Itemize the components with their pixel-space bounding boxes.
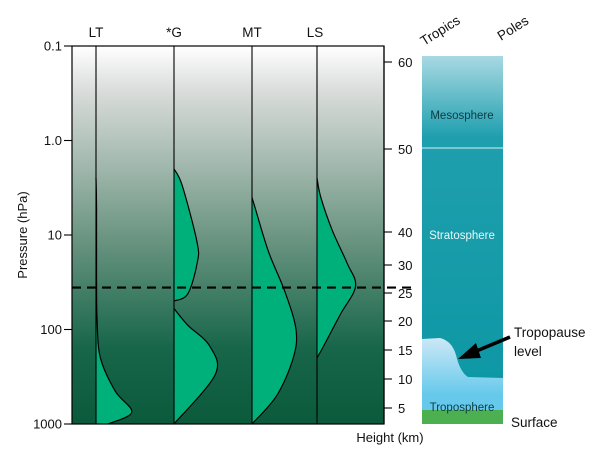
pressure-axis: 0.1 1.0 10 100 1000 xyxy=(33,39,72,432)
pressure-tick-label: 1000 xyxy=(33,417,62,432)
plot-background xyxy=(72,46,384,424)
profile-fill-ls xyxy=(317,178,356,358)
profile-curve-lt xyxy=(95,178,133,424)
height-tick-label: 5 xyxy=(398,401,405,416)
mesosphere-label: Mesosphere xyxy=(430,110,493,122)
series-label-ls: LS xyxy=(307,25,324,40)
troposphere-label: Troposphere xyxy=(430,402,495,414)
pressure-tick-label: 1.0 xyxy=(44,133,62,148)
surface-band xyxy=(422,410,503,424)
tropopause-region xyxy=(422,338,503,400)
series-label-lt: LT xyxy=(89,25,104,40)
profile-fill-g xyxy=(174,308,218,424)
height-tick-label: 60 xyxy=(398,55,412,70)
tropopause-label-line2: level xyxy=(514,344,542,359)
y-axis-label: Pressure (hPa) xyxy=(15,191,30,278)
stratosphere-label: Stratosphere xyxy=(429,230,495,242)
height-tick-label: 25 xyxy=(398,286,412,301)
series-label-mt: MT xyxy=(242,25,262,40)
profile-fill-lt xyxy=(96,178,132,424)
height-tick-label: 20 xyxy=(398,314,412,329)
profiles-layer xyxy=(95,168,357,424)
surface-label: Surface xyxy=(511,415,558,430)
profile-fill-g-2 xyxy=(174,168,199,302)
tropics-label: Tropics xyxy=(418,13,463,49)
height-tick-label: 10 xyxy=(398,372,412,387)
height-tick-label: 50 xyxy=(398,142,412,157)
troposphere-band xyxy=(422,395,503,412)
pressure-tick-label: 100 xyxy=(40,322,62,337)
atmosphere-column: Mesosphere Stratosphere Troposphere xyxy=(422,56,503,424)
poles-label: Poles xyxy=(495,13,532,44)
height-axis: 60 50 40 30 25 20 15 10 5 xyxy=(383,46,412,424)
height-tick-label: 40 xyxy=(398,225,412,240)
tropopause-arrow xyxy=(458,335,511,359)
x-axis-label: Height (km) xyxy=(356,430,423,445)
profile-curve-ls xyxy=(316,177,357,359)
height-tick-label: 15 xyxy=(398,343,412,358)
height-tick-label: 30 xyxy=(398,258,412,273)
pressure-tick-label: 0.1 xyxy=(44,39,62,54)
series-label-g: *G xyxy=(166,25,182,40)
reference-lines-layer xyxy=(95,46,318,424)
pressure-tick-label: 10 xyxy=(48,228,62,243)
profile-curve-g xyxy=(173,308,219,424)
profile-curve-g-2 xyxy=(173,168,200,302)
profile-fill-mt xyxy=(252,197,297,424)
tropopause-label-line1: Tropopause xyxy=(514,325,586,340)
series-labels-layer: LT *G MT LS xyxy=(89,25,324,40)
profile-curve-mt xyxy=(251,197,298,424)
